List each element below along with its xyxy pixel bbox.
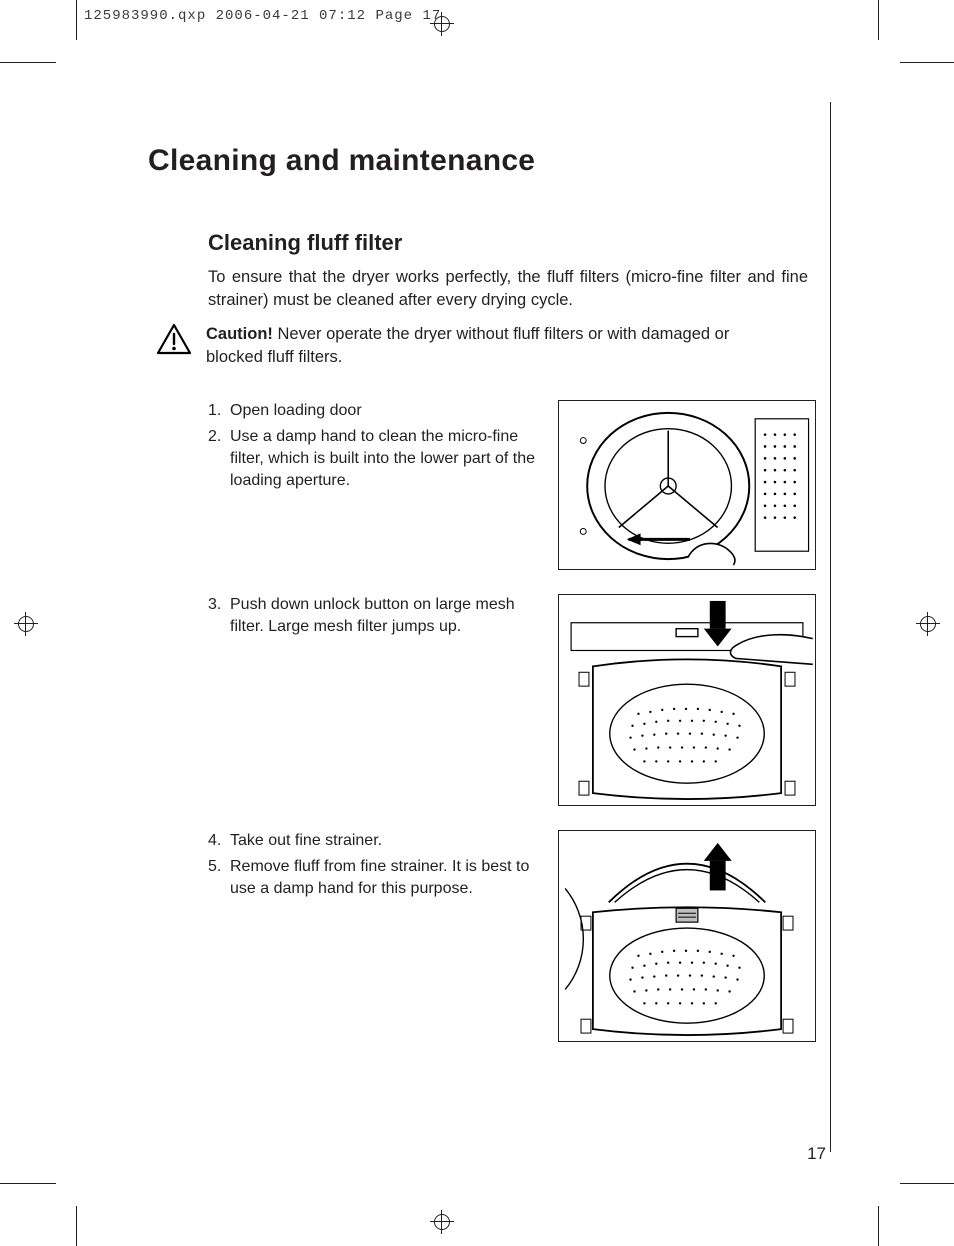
step-item: 3.Push down unlock button on large mesh … <box>208 594 540 638</box>
step-row-2: 3.Push down unlock button on large mesh … <box>208 594 830 806</box>
heading-sub: Cleaning fluff filter <box>208 230 830 256</box>
figure-2-press-unlock <box>558 594 816 806</box>
step-text: Push down unlock button on large mesh fi… <box>230 594 540 638</box>
step-number: 1. <box>208 400 230 422</box>
step-item: 5.Remove fluff from fine strainer. It is… <box>208 856 540 900</box>
step-text: Use a damp hand to clean the micro-fine … <box>230 426 540 492</box>
registration-mark-left <box>14 612 38 636</box>
crop-mark <box>878 0 879 40</box>
step-number: 5. <box>208 856 230 900</box>
step-list-2: 3.Push down unlock button on large mesh … <box>208 594 540 638</box>
step-item: 1.Open loading door <box>208 400 540 422</box>
crop-mark <box>76 0 77 40</box>
step-number: 4. <box>208 830 230 852</box>
step-row-3: 4.Take out fine strainer. 5.Remove fluff… <box>208 830 830 1042</box>
step-list-1: 1.Open loading door 2.Use a damp hand to… <box>208 400 540 492</box>
step-item: 4.Take out fine strainer. <box>208 830 540 852</box>
registration-mark-right <box>916 612 940 636</box>
crop-mark <box>0 1183 56 1184</box>
step-list-3: 4.Take out fine strainer. 5.Remove fluff… <box>208 830 540 900</box>
step-number: 2. <box>208 426 230 492</box>
crop-mark <box>0 62 56 63</box>
crop-mark <box>878 1206 879 1246</box>
step-text: Open loading door <box>230 400 540 422</box>
intro-paragraph: To ensure that the dryer works perfectly… <box>208 266 808 313</box>
caution-block: Caution! Never operate the dryer without… <box>156 323 830 370</box>
crop-mark <box>900 1183 954 1184</box>
figure-3-lift-strainer <box>558 830 816 1042</box>
page-number: 17 <box>807 1144 826 1164</box>
warning-triangle-icon <box>156 323 192 355</box>
step-text: Take out fine strainer. <box>230 830 540 852</box>
step-text: Remove fluff from fine strainer. It is b… <box>230 856 540 900</box>
step-item: 2.Use a damp hand to clean the micro-fin… <box>208 426 540 492</box>
print-job-header: 125983990.qxp 2006-04-21 07:12 Page 17 <box>84 8 441 24</box>
heading-main: Cleaning and maintenance <box>148 144 830 178</box>
steps-area: 1.Open loading door 2.Use a damp hand to… <box>126 400 830 1042</box>
crop-mark <box>900 62 954 63</box>
registration-mark-bottom <box>430 1210 454 1234</box>
step-number: 3. <box>208 594 230 638</box>
figure-1-drum-wipe <box>558 400 816 570</box>
step-row-1: 1.Open loading door 2.Use a damp hand to… <box>208 400 830 570</box>
caution-body: Never operate the dryer without fluff fi… <box>206 325 729 366</box>
page-content-frame: Cleaning and maintenance Cleaning fluff … <box>126 102 831 1152</box>
crop-mark <box>76 1206 77 1246</box>
caution-label: Caution! <box>206 325 273 343</box>
caution-text: Caution! Never operate the dryer without… <box>206 323 766 370</box>
